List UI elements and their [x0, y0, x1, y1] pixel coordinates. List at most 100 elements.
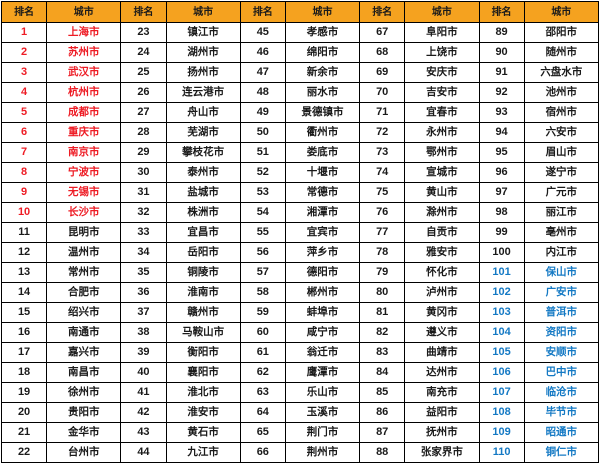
rank-cell: 8 [0, 162, 48, 183]
rank-cell: 17 [0, 342, 48, 363]
city-cell: 淮南市 [165, 282, 241, 303]
city-cell: 铜陵市 [165, 262, 241, 283]
city-cell: 武汉市 [46, 62, 122, 83]
city-cell: 泸州市 [404, 282, 480, 303]
rank-cell: 68 [359, 42, 406, 63]
rank-cell: 74 [359, 162, 406, 183]
rank-cell: 85 [359, 382, 406, 403]
city-cell: 成都市 [46, 102, 122, 123]
rank-cell: 1 [0, 22, 48, 43]
city-cell: 常州市 [46, 262, 122, 283]
city-cell: 资阳市 [523, 322, 600, 343]
city-cell: 临沧市 [523, 382, 600, 403]
city-cell: 黄石市 [165, 422, 241, 443]
rank-cell: 98 [478, 202, 525, 223]
city-cell: 嘉兴市 [46, 342, 122, 363]
city-cell: 丽江市 [523, 202, 600, 223]
city-cell: 鹰潭市 [284, 362, 361, 383]
rank-cell: 99 [478, 222, 525, 243]
city-cell: 南昌市 [46, 362, 122, 383]
rank-cell: 62 [239, 362, 286, 383]
rank-cell: 16 [0, 322, 48, 343]
city-cell: 广安市 [523, 282, 600, 303]
city-cell: 舟山市 [165, 102, 241, 123]
rank-cell: 21 [0, 422, 48, 443]
city-cell: 杭州市 [46, 82, 122, 103]
city-cell: 镇江市 [165, 22, 241, 43]
rank-cell: 25 [120, 62, 167, 83]
rank-cell: 84 [359, 362, 406, 383]
city-cell: 黄山市 [404, 182, 480, 203]
city-cell: 衢州市 [284, 122, 361, 143]
rank-cell: 70 [359, 82, 406, 103]
city-cell: 荆州市 [284, 442, 361, 463]
city-cell: 宣城市 [404, 162, 480, 183]
city-cell: 岳阳市 [165, 242, 241, 263]
rank-cell: 101 [478, 262, 525, 283]
rank-cell: 60 [239, 322, 286, 343]
rank-cell: 36 [120, 282, 167, 303]
city-cell: 十堰市 [284, 162, 361, 183]
rank-cell: 9 [0, 182, 48, 203]
rank-cell: 7 [0, 142, 48, 163]
city-cell: 金华市 [46, 422, 122, 443]
rank-cell: 80 [359, 282, 406, 303]
city-cell: 景德镇市 [284, 102, 361, 123]
rank-cell: 12 [0, 242, 48, 263]
rank-cell: 30 [120, 162, 167, 183]
rank-cell: 32 [120, 202, 167, 223]
rank-cell: 55 [239, 222, 286, 243]
rank-cell: 45 [239, 22, 286, 43]
city-cell: 阜阳市 [404, 22, 480, 43]
rank-cell: 73 [359, 142, 406, 163]
city-cell: 重庆市 [46, 122, 122, 143]
rank-cell: 41 [120, 382, 167, 403]
city-cell: 自贡市 [404, 222, 480, 243]
city-cell: 怀化市 [404, 262, 480, 283]
table-row: 22 台州市 44 九江市 66 荆州市 88 张家界市 110 铜仁市 [0, 442, 600, 463]
rank-cell: 108 [478, 402, 525, 423]
city-cell: 赣州市 [165, 302, 241, 323]
city-cell: 徐州市 [46, 382, 122, 403]
city-cell: 益阳市 [404, 402, 480, 423]
city-column-header: 城市 [523, 1, 600, 23]
rank-cell: 53 [239, 182, 286, 203]
city-cell: 扬州市 [165, 62, 241, 83]
table-row: 4 杭州市 26 连云港市 48 丽水市 70 吉安市 92 池州市 [0, 82, 600, 103]
city-cell: 遂宁市 [523, 162, 600, 183]
rank-cell: 79 [359, 262, 406, 283]
rank-cell: 69 [359, 62, 406, 83]
rank-cell: 37 [120, 302, 167, 323]
city-cell: 丽水市 [284, 82, 361, 103]
rank-cell: 81 [359, 302, 406, 323]
city-cell: 荆门市 [284, 422, 361, 443]
rank-cell: 110 [478, 442, 525, 463]
table-row: 12 温州市 34 岳阳市 56 萍乡市 78 雅安市 100 内江市 [0, 242, 600, 263]
rank-cell: 89 [478, 22, 525, 43]
table-row: 2 苏州市 24 湖州市 46 绵阳市 68 上饶市 90 随州市 [0, 42, 600, 63]
city-cell: 无锡市 [46, 182, 122, 203]
city-cell: 曲靖市 [404, 342, 480, 363]
city-cell: 乐山市 [284, 382, 361, 403]
city-cell: 南充市 [404, 382, 480, 403]
city-cell: 眉山市 [523, 142, 600, 163]
city-cell: 萍乡市 [284, 242, 361, 263]
rank-cell: 47 [239, 62, 286, 83]
table-row: 19 徐州市 41 淮北市 63 乐山市 85 南充市 107 临沧市 [0, 382, 600, 403]
rank-cell: 97 [478, 182, 525, 203]
city-cell: 马鞍山市 [165, 322, 241, 343]
city-cell: 毕节市 [523, 402, 600, 423]
rank-cell: 42 [120, 402, 167, 423]
city-cell: 淮安市 [165, 402, 241, 423]
table-row: 6 重庆市 28 芜湖市 50 衢州市 72 永州市 94 六安市 [0, 122, 600, 143]
rank-cell: 23 [120, 22, 167, 43]
city-cell: 贵阳市 [46, 402, 122, 423]
rank-cell: 2 [0, 42, 48, 63]
rank-cell: 82 [359, 322, 406, 343]
rank-cell: 5 [0, 102, 48, 123]
rank-cell: 83 [359, 342, 406, 363]
rank-cell: 71 [359, 102, 406, 123]
city-cell: 邵阳市 [523, 22, 600, 43]
city-cell: 鄂州市 [404, 142, 480, 163]
